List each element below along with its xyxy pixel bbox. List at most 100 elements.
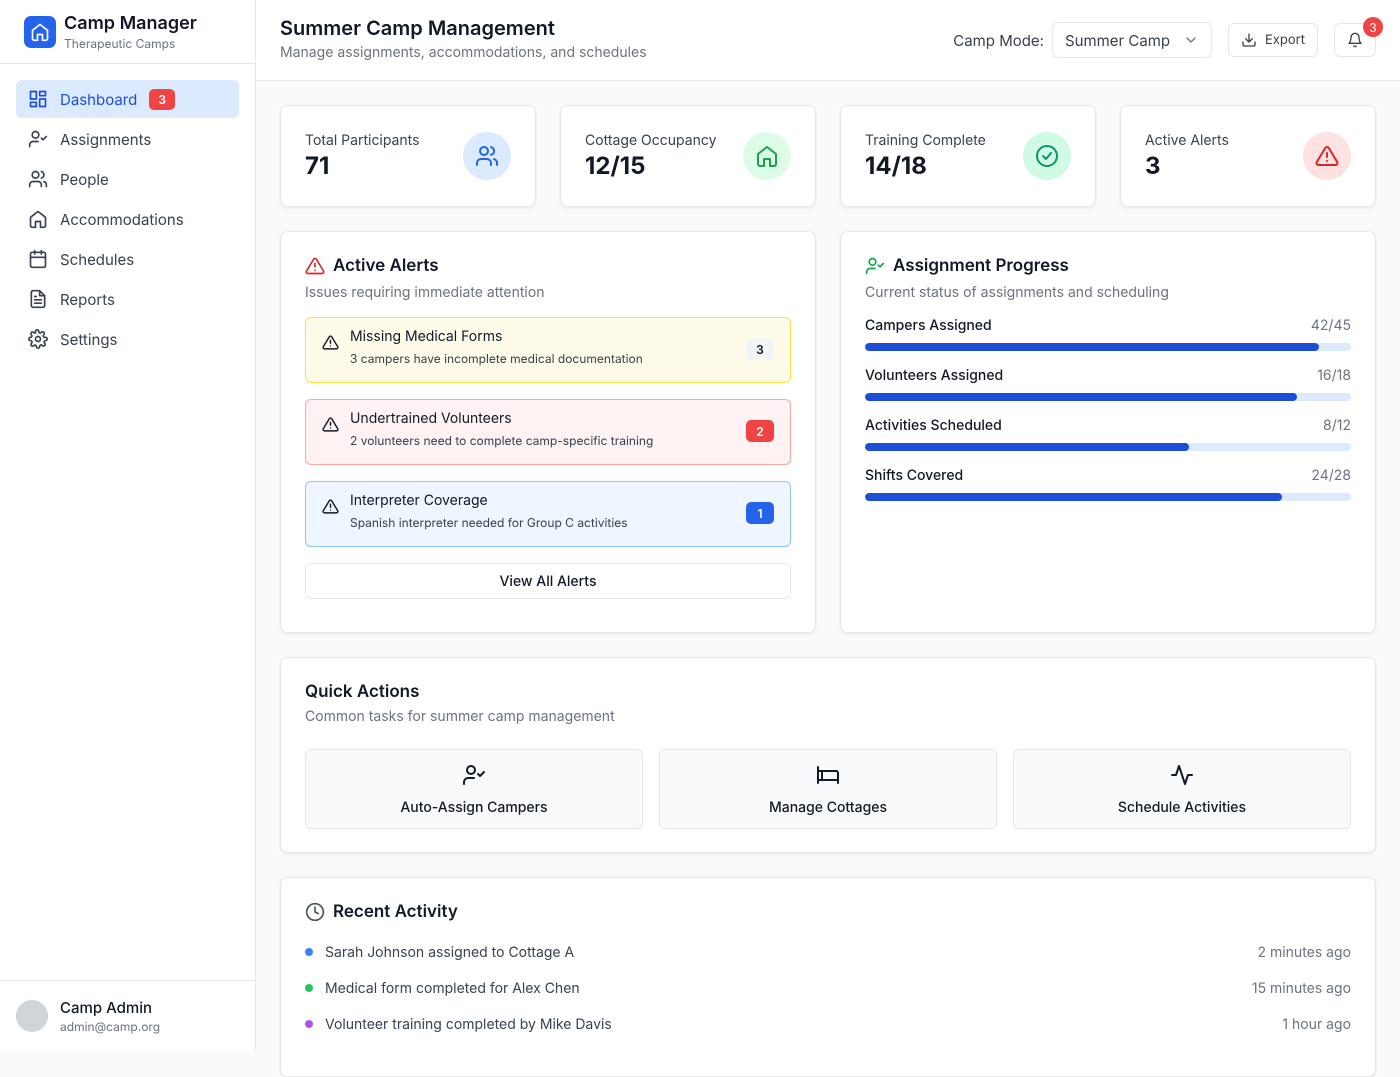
stat-icon [463,132,511,180]
nav-item[interactable]: Accommodations [16,200,239,238]
stat-label: Cottage Occupancy [585,132,717,149]
stat-icon [1023,132,1071,180]
alert-description: 2 volunteers need to complete camp-speci… [350,433,654,448]
stat-label: Training Complete [865,132,986,149]
nav-item[interactable]: Schedules [16,240,239,278]
progress-label: 42/45 [1310,317,1351,334]
progress-track [865,443,1351,451]
progress-row: Shifts Covered 24/28 [865,467,1351,501]
progress-track [865,343,1351,351]
stat-value: 3 [1145,151,1161,180]
alert-item[interactable]: Undertrained Volunteers 2 volunteers need… [305,399,791,465]
progress-label: 24/28 [1311,467,1351,484]
brand-name: Camp Manager [64,12,197,34]
activity-item: Sarah Johnson assigned to Cottage A 2 min… [305,934,1351,970]
nav-item[interactable]: People [16,160,239,198]
notifications-button[interactable]: 3 [1334,17,1383,57]
progress-fill [865,343,1319,351]
nav-item[interactable]: Dashboard 3 [16,80,239,118]
nav-item[interactable]: Assignments [16,120,239,158]
activity-time: 15 minutes ago [1251,979,1351,997]
nav: Dashboard 3 Assignments People Accommodation… [0,64,255,376]
camp-mode-label: Camp Mode: [953,30,1044,50]
alert-description: 3 campers have incomplete medical docume… [350,351,643,366]
brand: Camp Manager Therapeutic Camps [0,0,255,64]
progress-label: 16/18 [1317,367,1351,384]
activity-card: Recent Activity Sarah Johnson assigned t… [280,877,1376,1077]
activity-item: Volunteer training completed by Mike Dav… [305,1006,1351,1042]
alerts-card: Active Alerts Issues requiring immediate… [280,231,816,633]
quick-actions-subtitle: Common tasks for summer camp management [305,708,615,725]
alert-title: Interpreter Coverage [350,492,488,509]
brand-subtitle: Therapeutic Camps [64,35,176,51]
progress-subtitle: Current status of assignments and schedu… [865,284,1169,301]
stat-card: Active Alerts 3 [1120,105,1376,207]
camp-mode-select[interactable]: Summer Camp [1051,22,1212,58]
stat-label: Active Alerts [1145,132,1229,149]
stat-icon [743,132,791,180]
activity-item: Medical form completed for Alex Chen 15 m… [305,970,1351,1006]
alert-description: Spanish interpreter needed for Group C a… [350,515,628,530]
page-title: Summer Camp Management [280,16,555,40]
quick-actions-title: Quick Actions [305,682,420,702]
progress-card: Assignment Progress Current status of as… [840,231,1376,633]
alert-count: 1 [746,502,774,524]
alert-title: Missing Medical Forms [350,328,503,345]
progress-title: Assignment Progress [893,256,1069,276]
quick-action-label: Auto-Assign Campers [400,798,548,816]
activity-dot [305,948,313,956]
export-button[interactable]: Export [1227,23,1318,57]
alert-item[interactable]: Missing Medical Forms 3 campers have inco… [305,317,791,383]
progress-row: Volunteers Assigned 16/18 [865,367,1351,401]
quick-action-button[interactable]: Auto-Assign Campers [305,749,643,829]
progress-fill [865,443,1189,451]
alert-count: 3 [746,338,774,360]
nav-label: Assignments [60,129,152,149]
activity-text: Medical form completed for Alex Chen [325,979,580,997]
progress-fill [865,493,1282,501]
nav-item[interactable]: Settings [16,320,239,358]
nav-item[interactable]: Reports [16,280,239,318]
nav-badge: 3 [149,88,176,110]
user[interactable]: Camp Admin admin@camp.org [0,980,255,1050]
nav-label: People [60,169,109,189]
stat-value: 12/15 [585,151,646,180]
view-all-button[interactable]: View All Alerts [305,563,791,599]
activity-text: Sarah Johnson assigned to Cottage A [325,943,575,961]
alert-title: Undertrained Volunteers [350,410,512,427]
activity-dot [305,984,313,992]
progress-name: Shifts Covered [865,467,964,484]
progress-row: Activities Scheduled 8/12 [865,417,1351,451]
sidebar: Camp Manager Therapeutic Camps Dashboard… [0,0,256,1050]
activity-time: 2 minutes ago [1257,943,1351,961]
header: Summer Camp Management Manage assignment… [256,0,1400,81]
quick-actions-card: Quick Actions Common tasks for summer ca… [280,657,1376,853]
quick-action-label: Schedule Activities [1117,798,1247,816]
logo [24,15,56,48]
page-subtitle: Manage assignments, accommodations, and … [280,44,647,61]
nav-label: Dashboard [60,89,138,109]
stat-label: Total Participants [305,132,420,149]
nav-label: Schedules [60,249,135,269]
activity-text: Volunteer training completed by Mike Dav… [325,1015,612,1033]
user-name: Camp Admin [60,997,153,1017]
nav-label: Accommodations [60,209,184,229]
nav-label: Reports [60,289,115,309]
progress-fill [865,393,1297,401]
stat-value: 71 [305,151,330,180]
progress-name: Campers Assigned [865,317,992,334]
stat-card: Training Complete 14/18 [840,105,1096,207]
quick-action-button[interactable]: Manage Cottages [659,749,997,829]
alert-item[interactable]: Interpreter Coverage Spanish interpreter … [305,481,791,547]
notification-count: 3 [1363,17,1383,37]
camp-mode-value: Summer Camp [1064,30,1171,50]
activity-dot [305,1020,313,1028]
progress-row: Campers Assigned 42/45 [865,317,1351,351]
progress-label: 8/12 [1323,417,1351,434]
alerts-title: Active Alerts [333,256,439,276]
stat-card: Total Participants 71 [280,105,536,207]
progress-track [865,493,1351,501]
nav-label: Settings [60,329,118,349]
quick-action-button[interactable]: Schedule Activities [1013,749,1351,829]
